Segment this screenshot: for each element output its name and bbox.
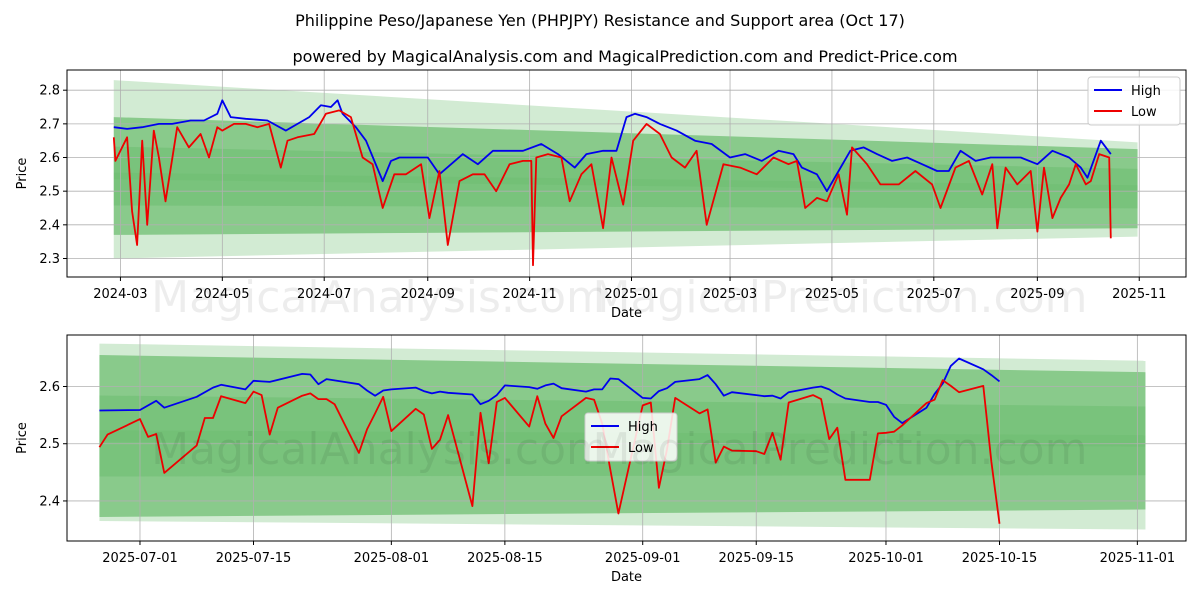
legend-label-high: High — [628, 420, 658, 435]
x-tick-label: 2025-01 — [604, 287, 658, 302]
x-tick-label: 2025-07 — [907, 287, 961, 302]
y-axis-label: Price — [15, 422, 30, 454]
watermark-analysis-lower: MagicalAnalysis.com — [151, 424, 609, 475]
x-tick-label: 2025-05 — [805, 287, 859, 302]
x-tick-label: 2025-07-01 — [102, 551, 178, 566]
watermark-prediction: MagicalPrediction.com — [593, 272, 1088, 323]
legend-label-high: High — [1131, 84, 1161, 99]
y-tick-label: 2.8 — [39, 84, 60, 99]
axes-frame — [66, 69, 1187, 278]
x-tick-label: 2024-03 — [93, 287, 147, 302]
x-tick-label: 2025-08-01 — [354, 551, 430, 566]
lower-chart-panel: 2.4 2.5 2.6 2025-07-01 2025-07-15 2025-08-01 2… — [15, 334, 1187, 585]
y-tick-label: 2.3 — [39, 252, 60, 267]
low-series-line — [98, 379, 1001, 524]
x-tick-label: 2025-09 — [1010, 287, 1064, 302]
axes-frame — [66, 334, 1187, 542]
low-series-line — [112, 109, 1112, 267]
band-center — [113, 172, 1138, 193]
y-tick-label: 2.6 — [39, 151, 60, 166]
x-axis-label: Date — [611, 306, 642, 321]
x-tick-label: 2024-07 — [297, 287, 351, 302]
x-tick-label: 2025-09-01 — [605, 551, 681, 566]
y-tick-label: 2.4 — [39, 218, 60, 233]
upper-chart-panel: 2.3 2.4 2.5 2.6 2.7 2.8 2024-03 2024-05 2024-07 2… — [15, 69, 1187, 321]
x-tick-label: 2025-03 — [703, 287, 757, 302]
x-tick-label: 2024-09 — [401, 287, 455, 302]
legend-label-low: Low — [628, 441, 654, 456]
y-tick-label: 2.5 — [39, 437, 60, 452]
x-tick-label: 2024-11 — [502, 287, 556, 302]
chart-subtitle: powered by MagicalAnalysis.com and Magic… — [292, 47, 957, 66]
band-inner — [113, 117, 1138, 235]
high-series-line — [99, 357, 1001, 424]
y-axis-label: Price — [15, 158, 30, 190]
x-tick-label: 2025-07-15 — [216, 551, 292, 566]
y-tick-label: 2.6 — [39, 380, 60, 395]
y-tick-label: 2.7 — [39, 117, 60, 132]
watermark-prediction-lower: MagicalPrediction.com — [593, 424, 1088, 475]
watermark-analysis: MagicalAnalysis.com — [151, 272, 609, 323]
y-tick-label: 2.5 — [39, 185, 60, 200]
x-tick-label: 2025-11 — [1112, 287, 1166, 302]
x-tick-label: 2025-10-15 — [962, 551, 1038, 566]
x-tick-label: 2025-10-01 — [848, 551, 924, 566]
x-tick-label: 2025-09-15 — [718, 551, 794, 566]
high-series-line — [113, 99, 1112, 193]
chart-title: Philippine Peso/Japanese Yen (PHPJPY) Re… — [295, 11, 905, 30]
x-tick-label: 2025-11-01 — [1100, 551, 1176, 566]
x-tick-label: 2024-05 — [195, 287, 249, 302]
x-tick-label: 2025-08-15 — [467, 551, 543, 566]
x-axis-label: Date — [611, 570, 642, 585]
legend-label-low: Low — [1131, 105, 1157, 120]
y-tick-label: 2.4 — [39, 494, 60, 509]
